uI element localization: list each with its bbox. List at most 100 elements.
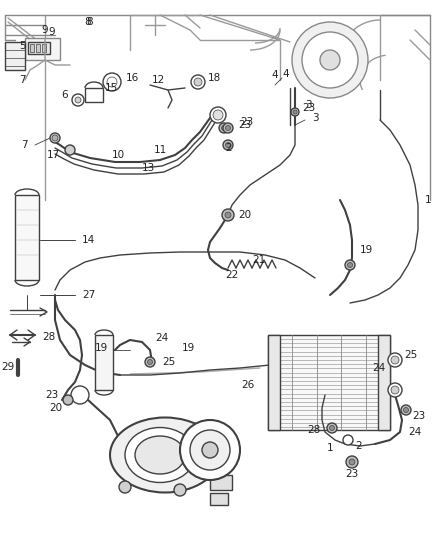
Text: 24: 24: [372, 363, 385, 373]
Text: 20: 20: [238, 210, 251, 220]
Bar: [268, 335, 390, 430]
Text: 9: 9: [42, 25, 48, 35]
Text: 23: 23: [238, 120, 251, 130]
Text: 26: 26: [242, 380, 255, 390]
Text: 20: 20: [49, 403, 62, 413]
Ellipse shape: [135, 436, 185, 474]
Circle shape: [293, 110, 297, 114]
Circle shape: [148, 359, 152, 365]
Bar: [28, 42, 50, 54]
Text: 25: 25: [404, 350, 417, 360]
Circle shape: [52, 135, 58, 141]
Text: 13: 13: [141, 163, 155, 173]
Text: 3: 3: [305, 100, 311, 110]
Circle shape: [119, 481, 131, 493]
Ellipse shape: [110, 417, 220, 492]
Circle shape: [107, 77, 117, 87]
Text: 7: 7: [21, 140, 28, 150]
Circle shape: [388, 353, 402, 367]
Text: 7: 7: [19, 75, 25, 85]
Text: 28: 28: [307, 425, 320, 435]
Text: 23: 23: [412, 411, 425, 421]
Circle shape: [222, 209, 234, 221]
Circle shape: [302, 32, 358, 88]
Circle shape: [180, 420, 240, 480]
Text: 24: 24: [408, 427, 421, 437]
Circle shape: [213, 110, 223, 120]
Bar: [5, 42, 25, 70]
Circle shape: [346, 456, 358, 468]
Text: 21: 21: [252, 255, 265, 265]
Circle shape: [174, 484, 186, 496]
Bar: [95, 335, 113, 390]
Text: 16: 16: [126, 73, 139, 83]
Circle shape: [74, 389, 86, 401]
Circle shape: [190, 430, 230, 470]
Circle shape: [291, 108, 299, 116]
Text: 24: 24: [155, 333, 168, 343]
Text: 19: 19: [182, 343, 195, 353]
Circle shape: [347, 262, 353, 268]
Circle shape: [202, 442, 218, 458]
Text: 4: 4: [272, 70, 278, 80]
Circle shape: [103, 73, 121, 91]
Text: 10: 10: [111, 150, 124, 160]
Text: 23: 23: [302, 103, 315, 113]
Circle shape: [327, 423, 337, 433]
Circle shape: [225, 212, 231, 218]
Circle shape: [223, 123, 233, 133]
Text: 19: 19: [360, 245, 373, 255]
Text: 1: 1: [327, 443, 333, 453]
Bar: [42, 44, 46, 52]
Bar: [268, 335, 280, 430]
Circle shape: [223, 140, 233, 150]
Text: 23: 23: [240, 117, 253, 127]
Text: 17: 17: [47, 150, 60, 160]
Text: 14: 14: [82, 235, 95, 245]
Bar: [210, 475, 232, 490]
Bar: [210, 493, 228, 505]
Circle shape: [75, 97, 81, 103]
Circle shape: [77, 392, 83, 398]
Circle shape: [391, 356, 399, 364]
Text: 29: 29: [1, 362, 14, 372]
Text: 12: 12: [152, 75, 165, 85]
Circle shape: [292, 22, 368, 98]
Text: 28: 28: [42, 332, 55, 342]
Bar: [15, 195, 39, 280]
Circle shape: [226, 142, 230, 148]
Circle shape: [145, 357, 155, 367]
Circle shape: [349, 459, 355, 465]
Text: 3: 3: [312, 113, 318, 123]
Text: 8: 8: [87, 17, 93, 27]
Circle shape: [194, 78, 202, 86]
Text: 6: 6: [61, 90, 68, 100]
Text: 25: 25: [162, 357, 175, 367]
Text: 4: 4: [283, 69, 290, 79]
Circle shape: [329, 425, 335, 431]
Circle shape: [71, 386, 89, 404]
Text: 23: 23: [346, 469, 359, 479]
Text: 8: 8: [85, 17, 91, 27]
Text: 9: 9: [49, 27, 55, 37]
Bar: [30, 44, 34, 52]
Circle shape: [320, 50, 340, 70]
Circle shape: [226, 125, 230, 131]
Text: 27: 27: [82, 290, 95, 300]
Text: 23: 23: [45, 390, 58, 400]
Ellipse shape: [125, 427, 195, 482]
Circle shape: [222, 125, 226, 131]
Circle shape: [191, 75, 205, 89]
Circle shape: [63, 395, 73, 405]
Circle shape: [343, 435, 353, 445]
Text: 18: 18: [208, 73, 221, 83]
Circle shape: [388, 383, 402, 397]
Circle shape: [345, 260, 355, 270]
Text: 22: 22: [225, 270, 238, 280]
Bar: [378, 335, 390, 430]
Text: 19: 19: [95, 343, 108, 353]
Bar: [25, 38, 60, 60]
Text: 2: 2: [355, 441, 362, 451]
Circle shape: [72, 94, 84, 106]
Text: 5: 5: [19, 41, 25, 51]
